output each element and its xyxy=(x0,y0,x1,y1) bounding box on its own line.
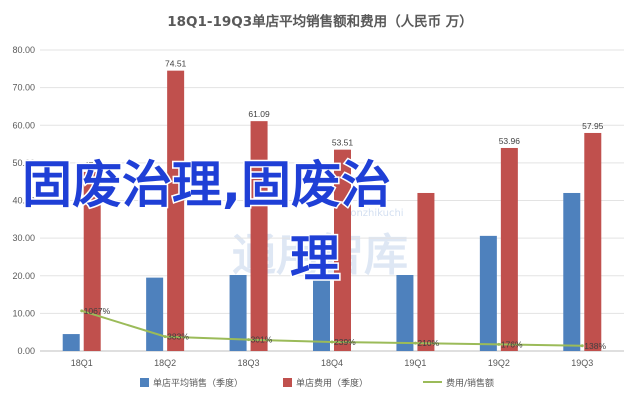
y-tick-label: 70.00 xyxy=(12,83,35,93)
overlay-line-2: 理 xyxy=(290,230,340,288)
cost-bar xyxy=(83,171,101,351)
cost-bar xyxy=(167,70,185,351)
cost-bar-label: 47.6 xyxy=(84,160,101,170)
ratio-point xyxy=(247,338,251,342)
y-tick-label: 30.00 xyxy=(12,233,35,243)
data-labels: 47.6 74.51 61.09 53.51 53.96 57.95 1067% 383% 30… xyxy=(84,59,607,351)
cost-bar-label: 53.51 xyxy=(332,138,354,148)
legend-label: 费用/销售额 xyxy=(446,377,494,389)
cost-bar-label: 57.95 xyxy=(582,121,604,131)
cost-bar xyxy=(334,149,351,351)
legend-label: 单店费用（季度） xyxy=(296,377,368,389)
y-tick-label: 40.00 xyxy=(12,196,35,206)
ratio-label: 176% xyxy=(501,339,523,349)
overlay-caption: 固废治理,固废治 理 xyxy=(21,155,393,290)
sales-bar xyxy=(146,277,164,351)
ratio-point xyxy=(580,344,584,348)
legend-label: 单店平均销售（季度） xyxy=(153,377,243,389)
ratio-label: 138% xyxy=(584,341,606,351)
x-tick-label: 19Q1 xyxy=(404,358,426,368)
x-tick-label: 19Q2 xyxy=(488,358,510,368)
x-axis-ticks: 18Q1 18Q2 18Q3 18Q4 19Q1 19Q2 19Q3 xyxy=(71,358,594,368)
cost-bar xyxy=(584,132,602,351)
x-tick-label: 18Q1 xyxy=(71,358,93,368)
x-tick-label: 18Q3 xyxy=(238,358,260,368)
bars xyxy=(62,70,602,352)
y-tick-label: 80.00 xyxy=(12,45,35,55)
y-tick-label: 0.00 xyxy=(17,346,35,356)
legend-swatch xyxy=(283,378,292,387)
y-tick-label: 20.00 xyxy=(12,271,35,281)
watermark-subtext: tonzhikuchi xyxy=(346,208,403,219)
x-tick-label: 19Q3 xyxy=(571,358,593,368)
cost-bar xyxy=(250,121,268,352)
ratio-line xyxy=(80,309,584,348)
ratio-label: 383% xyxy=(167,332,189,342)
x-tick-label: 18Q4 xyxy=(321,358,343,368)
ratio-label: 301% xyxy=(251,335,273,345)
y-tick-label: 60.00 xyxy=(12,120,35,130)
cost-bar xyxy=(417,192,435,351)
ratio-point xyxy=(80,309,84,313)
cost-bar-label: 61.09 xyxy=(248,109,270,119)
sales-bar xyxy=(479,235,497,351)
chart-title: 18Q1-19Q3单店平均销售额和费用（人民币 万） xyxy=(167,13,473,30)
cost-bar xyxy=(500,147,518,351)
sales-bar xyxy=(563,192,581,351)
ratio-point xyxy=(163,335,167,339)
ratio-label: 1067% xyxy=(84,306,111,316)
ratio-point xyxy=(330,340,334,344)
legend-swatch xyxy=(140,378,149,387)
cost-bar-label: 53.96 xyxy=(499,136,521,146)
x-tick-label: 18Q2 xyxy=(154,358,176,368)
y-tick-label: 10.00 xyxy=(12,308,35,318)
sales-bar xyxy=(229,274,247,351)
ratio-point xyxy=(413,341,417,345)
ratio-point xyxy=(497,342,501,346)
sales-bar xyxy=(62,334,80,351)
ratio-label: 239% xyxy=(334,337,356,347)
ratio-label: 210% xyxy=(417,338,439,348)
y-axis-ticks: 0.00 10.00 20.00 30.00 40.00 50.00 60.00 70.00 8… xyxy=(12,45,35,356)
legend: 单店平均销售（季度） 单店费用（季度） 费用/销售额 xyxy=(140,377,494,389)
sales-bar xyxy=(396,274,414,351)
y-tick-label: 50.00 xyxy=(12,158,35,168)
sales-bar xyxy=(313,273,330,351)
overlay-line-1: 固废治理,固废治 xyxy=(22,156,391,214)
cost-bar-label: 74.51 xyxy=(165,59,187,69)
grid xyxy=(40,49,624,352)
